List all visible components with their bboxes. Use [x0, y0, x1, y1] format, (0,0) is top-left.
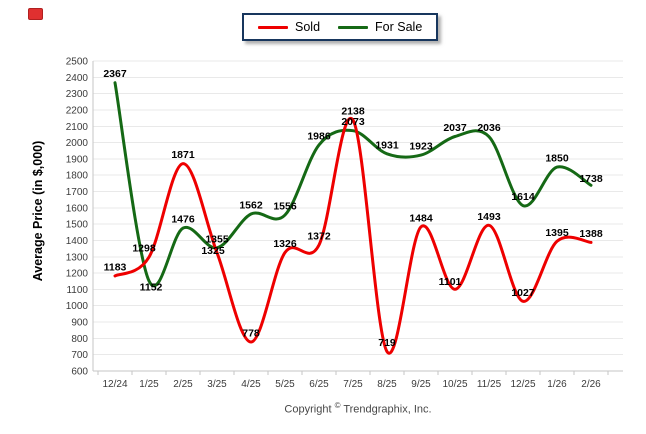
sold-point-label: 1395 — [545, 227, 569, 239]
forsale-point-label: 2073 — [341, 116, 365, 128]
y-tick-label: 1600 — [66, 203, 89, 214]
x-tick-label: 7/25 — [343, 379, 363, 390]
legend-label-sold: Sold — [295, 20, 321, 34]
sold-point-label: 1326 — [273, 238, 297, 250]
y-tick-label: 900 — [71, 318, 88, 329]
y-tick-label: 2400 — [66, 73, 89, 84]
y-tick-label: 1500 — [66, 220, 89, 231]
y-tick-label: 1300 — [66, 252, 89, 263]
forsale-line-swatch — [338, 25, 369, 29]
sold-point-label: 719 — [378, 337, 396, 349]
y-tick-label: 1400 — [66, 236, 89, 247]
sold-point-label: 1298 — [132, 243, 156, 255]
legend-label-forsale: For Sale — [375, 20, 423, 34]
forsale-point-label: 1614 — [511, 191, 535, 203]
sold-point-label: 1484 — [409, 212, 433, 224]
sold-point-label: 1183 — [104, 261, 127, 273]
sold-point-label: 1871 — [171, 149, 195, 161]
y-tick-label: 1900 — [66, 154, 89, 165]
x-tick-label: 4/25 — [241, 379, 261, 390]
y-tick-label: 800 — [71, 334, 88, 345]
forsale-point-label: 1562 — [239, 200, 263, 212]
x-tick-label: 11/25 — [477, 379, 502, 390]
y-tick-label: 2000 — [66, 138, 89, 149]
forsale-point-label: 1923 — [409, 141, 433, 153]
forsale-point-label: 1986 — [307, 130, 331, 142]
y-tick-label: 2300 — [66, 89, 89, 100]
chart-legend: Sold For Sale — [242, 13, 439, 41]
forsale-line — [113, 81, 593, 288]
forsale-point-label: 2367 — [103, 68, 127, 80]
y-tick-label: 2500 — [66, 57, 89, 68]
x-tick-label: 10/25 — [442, 379, 467, 390]
x-tick-label: 3/25 — [207, 379, 227, 390]
forsale-point-label: 1738 — [579, 173, 603, 185]
x-tick-label: 2/25 — [173, 379, 193, 390]
legend-item-sold: Sold — [258, 20, 320, 34]
y-tick-label: 1700 — [66, 187, 89, 198]
copyright-text: Copyright © Trendgraphix, Inc. — [93, 401, 623, 416]
forsale-point-label: 1152 — [140, 281, 163, 293]
forsale-point-label: 1355 — [205, 233, 229, 245]
x-tick-label: 1/26 — [547, 379, 567, 390]
sold-point-label: 1101 — [439, 276, 462, 288]
copyright-suffix: Trendgraphix, Inc. — [343, 403, 432, 416]
x-tick-label: 12/25 — [510, 379, 535, 390]
forsale-point-label: 2037 — [443, 122, 467, 134]
y-tick-label: 1000 — [66, 301, 89, 312]
x-tick-label: 9/25 — [411, 379, 431, 390]
forsale-point-label: 2036 — [477, 122, 501, 134]
forsale-point-label: 1931 — [375, 139, 399, 151]
y-tick-label: 700 — [71, 350, 88, 361]
sold-line-swatch — [258, 25, 288, 29]
x-tick-label: 2/26 — [581, 379, 601, 390]
y-tick-label: 600 — [71, 367, 88, 378]
sold-point-label: 1372 — [307, 231, 331, 243]
sold-point-label: 1388 — [579, 228, 603, 240]
y-tick-label: 2200 — [66, 105, 89, 116]
x-tick-label: 5/25 — [275, 379, 295, 390]
x-tick-label: 8/25 — [377, 379, 397, 390]
copyright-prefix: Copyright — [284, 403, 332, 416]
sold-point-label: 2138 — [341, 106, 365, 118]
sold-point-label: 1325 — [201, 245, 225, 257]
sold-point-label: 778 — [242, 328, 260, 340]
forsale-point-label: 1556 — [273, 201, 297, 213]
forsale-point-label: 1850 — [545, 153, 569, 165]
legend-item-forsale: For Sale — [338, 20, 422, 34]
copyright-symbol: © — [334, 401, 341, 410]
forsale-point-label: 1476 — [171, 214, 195, 226]
y-tick-label: 1200 — [66, 269, 89, 280]
y-tick-label: 1800 — [66, 171, 89, 182]
x-tick-label: 12/24 — [102, 379, 127, 390]
y-tick-label: 1100 — [66, 285, 88, 296]
x-tick-label: 1/25 — [139, 379, 159, 390]
y-tick-label: 2100 — [66, 122, 89, 133]
sold-line — [113, 116, 593, 355]
sold-point-label: 1493 — [477, 211, 501, 223]
x-tick-label: 6/25 — [309, 379, 329, 390]
red-corner-mark-icon — [28, 8, 43, 20]
sold-point-label: 1027 — [511, 287, 535, 299]
